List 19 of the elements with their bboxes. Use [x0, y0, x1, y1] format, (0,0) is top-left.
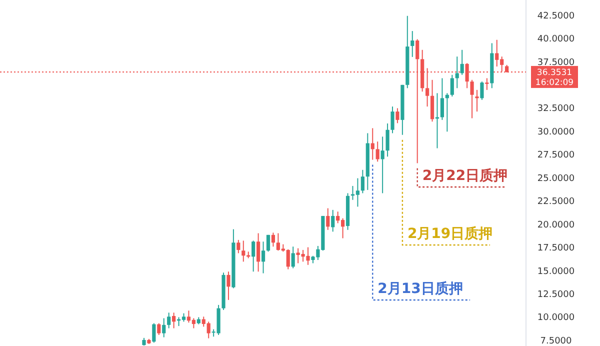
y-tick-label: 42.5000 [537, 11, 575, 22]
y-tick-label: 10.0000 [537, 313, 575, 324]
y-tick-label: 32.5000 [537, 104, 575, 114]
y-tick-label: 17.5000 [537, 244, 575, 254]
y-tick-label: 40.0000 [537, 34, 575, 45]
text: 16:02:09 [535, 78, 574, 88]
y-tick-label: 12.5000 [537, 290, 575, 300]
y-tick-label: 25.0000 [537, 174, 575, 184]
y-tick-label: 15.0000 [537, 266, 575, 277]
y-tick-label: 37.5000 [537, 58, 575, 68]
y-tick-label: 20.0000 [537, 220, 575, 230]
annotation: 2月22日质押 [422, 167, 508, 184]
y-tick-label: 22.5000 [537, 197, 575, 208]
annotation: 2月13日质押 [378, 280, 463, 297]
y-tick-label: 30.0000 [537, 127, 575, 138]
annotation: 2月19日质押 [407, 225, 493, 242]
ref-line-label: 36.3531 [536, 68, 572, 78]
y-tick-label: 27.5000 [537, 150, 575, 161]
y-tick-label: 7.5000 [540, 336, 572, 346]
